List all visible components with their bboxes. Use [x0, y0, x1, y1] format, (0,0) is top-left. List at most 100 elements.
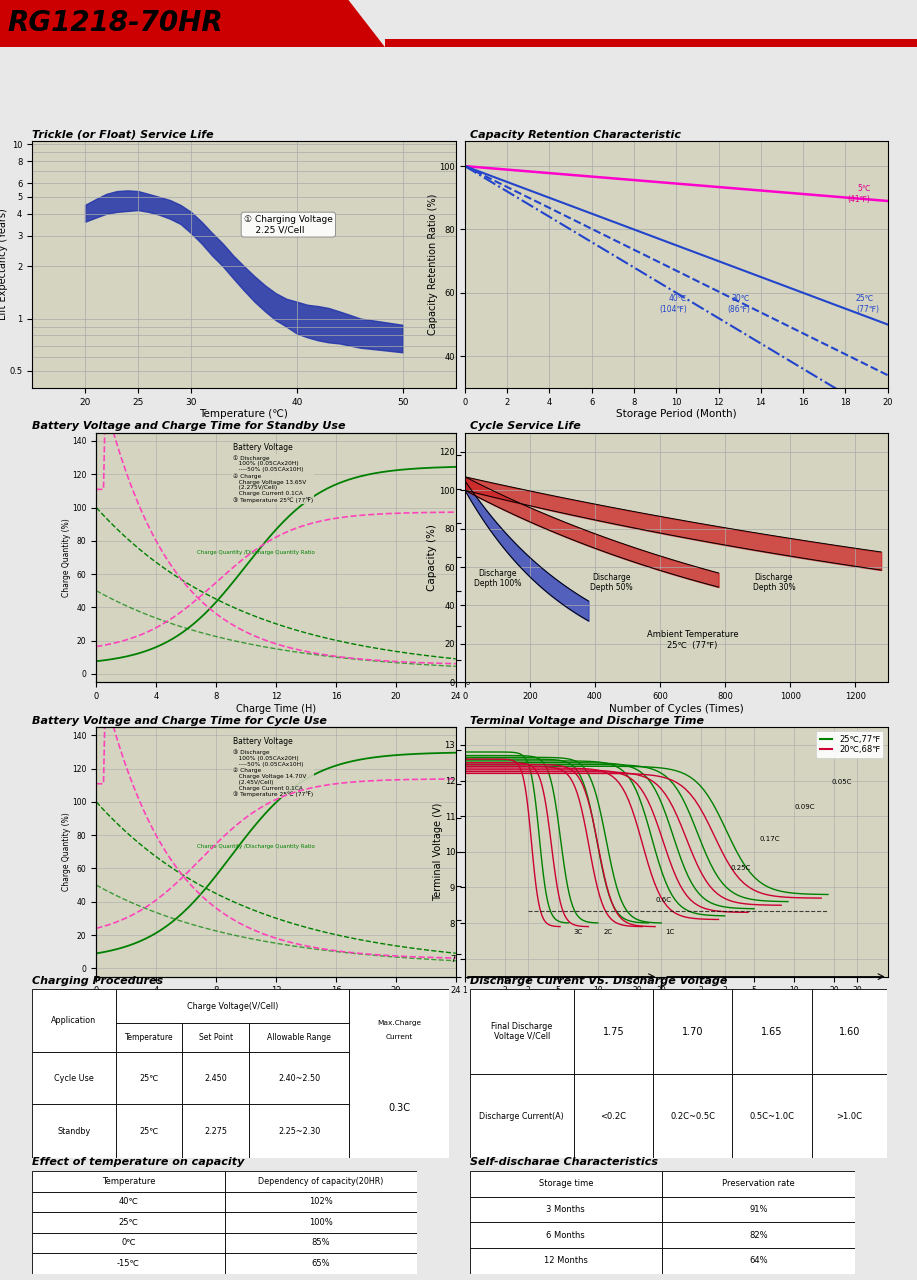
Bar [662, 1248, 855, 1274]
Text: Current: Current [385, 1034, 413, 1039]
Text: >1.0C: >1.0C [836, 1111, 862, 1121]
Y-axis label: Battery Voltage (V)/Per Cell: Battery Voltage (V)/Per Cell [536, 515, 541, 600]
Text: 0.17C: 0.17C [759, 836, 780, 842]
Y-axis label: Charge Quantity (%): Charge Quantity (%) [61, 518, 71, 596]
Text: 2.275: 2.275 [204, 1126, 227, 1135]
Bar [812, 1074, 887, 1158]
Text: 91%: 91% [749, 1204, 768, 1215]
Text: 3 Months: 3 Months [547, 1204, 585, 1215]
Text: -15℃: -15℃ [117, 1258, 139, 1268]
Bar [653, 989, 733, 1074]
Text: 0.25C: 0.25C [730, 865, 750, 870]
Text: Temperature: Temperature [102, 1176, 155, 1187]
Text: 30℃
(86℉): 30℃ (86℉) [727, 294, 750, 314]
Bar [385, 38, 917, 47]
Text: Set Point: Set Point [199, 1033, 233, 1042]
Text: Battery Voltage and Charge Time for Cycle Use: Battery Voltage and Charge Time for Cycl… [32, 716, 327, 726]
Y-axis label: Charge Current (CA): Charge Current (CA) [481, 522, 488, 593]
Bar [470, 1222, 662, 1248]
Text: 0.3C: 0.3C [388, 1102, 410, 1112]
Legend: 25℃,77℉, 20℃,68℉: 25℃,77℉, 20℃,68℉ [816, 731, 883, 758]
Bar [225, 1171, 417, 1192]
Bar [32, 1052, 116, 1105]
Y-axis label: Charge Current (CA): Charge Current (CA) [481, 817, 488, 887]
Bar [249, 1052, 349, 1105]
Text: Ambient Temperature
25℃  (77℉): Ambient Temperature 25℃ (77℉) [646, 630, 738, 650]
Bar [225, 1192, 417, 1212]
Text: Preservation rate: Preservation rate [722, 1179, 795, 1189]
Text: Charge Voltage(V/Cell): Charge Voltage(V/Cell) [187, 1002, 278, 1011]
Y-axis label: Lift Expectancy (Years): Lift Expectancy (Years) [0, 209, 8, 320]
Text: Terminal Voltage and Discharge Time: Terminal Voltage and Discharge Time [470, 716, 703, 726]
Y-axis label: Capacity (%): Capacity (%) [426, 524, 436, 591]
Bar [470, 1171, 662, 1197]
Text: 82%: 82% [749, 1230, 768, 1240]
Text: RG1218-70HR: RG1218-70HR [7, 9, 223, 37]
Bar [225, 1233, 417, 1253]
Bar [470, 1074, 574, 1158]
Text: Self-discharae Characteristics: Self-discharae Characteristics [470, 1157, 657, 1167]
Text: 102%: 102% [309, 1197, 333, 1207]
Bar [116, 1023, 182, 1052]
Bar [182, 1023, 249, 1052]
Bar [32, 1192, 225, 1212]
Text: 6 Months: 6 Months [547, 1230, 585, 1240]
Bar [32, 1253, 225, 1274]
Text: ① Discharge
   100% (0.05CAx20H)
   ----50% (0.05CAx10H)
② Charge
   Charge Volt: ① Discharge 100% (0.05CAx20H) ----50% (0… [233, 456, 313, 503]
Text: Capacity Retention Characteristic: Capacity Retention Characteristic [470, 129, 680, 140]
Text: 0.2C~0.5C: 0.2C~0.5C [670, 1111, 715, 1121]
Text: Temperature: Temperature [125, 1033, 173, 1042]
Text: 40℃
(104℉): 40℃ (104℉) [659, 294, 687, 314]
X-axis label: Charge Time (H): Charge Time (H) [236, 704, 316, 714]
Text: 100%: 100% [309, 1217, 333, 1228]
Text: 1.75: 1.75 [602, 1027, 624, 1037]
Bar [182, 1105, 249, 1158]
Text: 25℃: 25℃ [139, 1126, 159, 1135]
Polygon shape [0, 0, 385, 47]
Text: 64%: 64% [749, 1256, 768, 1266]
Text: 0.05C: 0.05C [831, 780, 852, 785]
Bar [32, 989, 116, 1052]
Text: Allowable Range: Allowable Range [267, 1033, 331, 1042]
Text: Dependency of capacity(20HR): Dependency of capacity(20HR) [259, 1176, 383, 1187]
X-axis label: Storage Period (Month): Storage Period (Month) [616, 410, 736, 420]
Text: 1.70: 1.70 [682, 1027, 703, 1037]
Text: 1.65: 1.65 [761, 1027, 783, 1037]
Bar [249, 1023, 349, 1052]
Text: Discharge Current(A): Discharge Current(A) [480, 1111, 564, 1121]
Text: Discharge
Depth 50%: Discharge Depth 50% [590, 572, 633, 593]
Text: Discharge Current VS. Discharge Voltage: Discharge Current VS. Discharge Voltage [470, 975, 727, 986]
Y-axis label: Charge Quantity (%): Charge Quantity (%) [61, 813, 71, 891]
Bar [32, 1171, 225, 1192]
Text: 25℃
(77℉): 25℃ (77℉) [856, 294, 879, 314]
X-axis label: Charge Time (H): Charge Time (H) [236, 998, 316, 1009]
Text: 0.6C: 0.6C [655, 897, 671, 902]
Bar [349, 989, 449, 1158]
Bar [470, 1197, 662, 1222]
Text: Application: Application [51, 1016, 96, 1025]
Y-axis label: Terminal Voltage (V): Terminal Voltage (V) [433, 803, 443, 901]
Text: 2.40~2.50: 2.40~2.50 [278, 1074, 320, 1083]
Bar [812, 989, 887, 1074]
Text: 25℃: 25℃ [139, 1074, 159, 1083]
Bar [182, 1052, 249, 1105]
Text: Standby: Standby [57, 1126, 91, 1135]
X-axis label: Number of Cycles (Times): Number of Cycles (Times) [609, 704, 744, 714]
Text: Max.Charge: Max.Charge [377, 1020, 421, 1027]
Text: <0.2C: <0.2C [601, 1111, 626, 1121]
Text: 65%: 65% [312, 1258, 330, 1268]
Text: 85%: 85% [312, 1238, 330, 1248]
Bar [662, 1197, 855, 1222]
Y-axis label: Battery Voltage (V)/Per Cell: Battery Voltage (V)/Per Cell [536, 809, 541, 895]
Text: Cycle Use: Cycle Use [54, 1074, 94, 1083]
Bar [116, 989, 349, 1023]
Text: Battery Voltage: Battery Voltage [233, 443, 293, 452]
Text: Charge Quantity /Discharge Quantity Ratio: Charge Quantity /Discharge Quantity Rati… [197, 845, 315, 850]
Bar [470, 989, 574, 1074]
Text: Final Discharge
Voltage V/Cell: Final Discharge Voltage V/Cell [491, 1021, 552, 1042]
Bar [662, 1222, 855, 1248]
Bar [574, 989, 653, 1074]
Text: Battery Voltage and Charge Time for Standby Use: Battery Voltage and Charge Time for Stan… [32, 421, 346, 431]
Bar [470, 1248, 662, 1274]
Text: 2.450: 2.450 [204, 1074, 227, 1083]
